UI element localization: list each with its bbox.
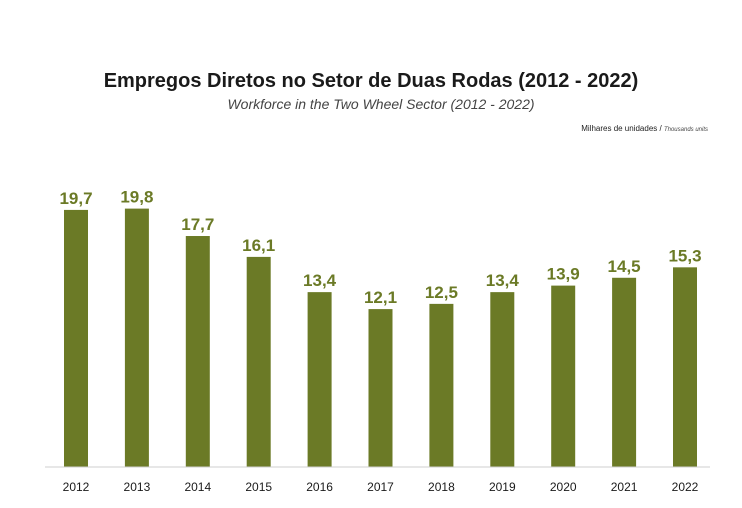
x-tick-label-2021: 2021 xyxy=(611,480,638,494)
x-tick-label-2018: 2018 xyxy=(428,480,455,494)
bar-2019 xyxy=(490,292,515,467)
value-label-2016: 13,4 xyxy=(303,271,337,290)
x-tick-label-2012: 2012 xyxy=(63,480,90,494)
x-tick-label-2019: 2019 xyxy=(489,480,516,494)
bar-2017 xyxy=(368,309,393,467)
bar-2016 xyxy=(307,292,332,467)
value-label-2022: 15,3 xyxy=(668,246,701,265)
x-tick-label-2015: 2015 xyxy=(245,480,272,494)
value-label-2015: 16,1 xyxy=(242,236,275,255)
value-label-2013: 19,8 xyxy=(120,188,153,207)
value-label-2018: 12,5 xyxy=(425,283,458,302)
x-tick-label-2013: 2013 xyxy=(124,480,151,494)
x-tick-label-2016: 2016 xyxy=(306,480,333,494)
chart-title: Empregos Diretos no Setor de Duas Rodas … xyxy=(103,70,639,92)
bar-2020 xyxy=(551,285,576,467)
labels-layer: 19,7 2012 19,8 2013 17,7 2014 16,1 2015 13,4 2016… xyxy=(59,188,701,494)
value-label-2012: 19,7 xyxy=(59,189,92,208)
bar-2021 xyxy=(612,277,637,467)
x-tick-label-2022: 2022 xyxy=(672,480,699,494)
chart-subtitle: Workforce in the Two Wheel Sector (2012 … xyxy=(227,96,535,112)
value-label-2021: 14,5 xyxy=(608,257,641,276)
bar-2013 xyxy=(124,208,149,468)
units-label-en: Thousands units xyxy=(663,127,708,133)
value-label-2017: 12,1 xyxy=(364,288,397,307)
bars-layer xyxy=(64,208,697,468)
x-tick-label-2017: 2017 xyxy=(367,480,394,494)
value-label-2014: 17,7 xyxy=(181,215,214,234)
value-label-2020: 13,9 xyxy=(547,265,580,284)
x-tick-label-2020: 2020 xyxy=(550,480,577,494)
units-label-pt: Milhares de unidades / xyxy=(581,124,662,133)
x-tick-label-2014: 2014 xyxy=(184,480,211,494)
bar-2012 xyxy=(64,209,88,468)
bar-2015 xyxy=(246,256,271,467)
bar-2022 xyxy=(673,267,697,467)
bar-2018 xyxy=(429,303,454,467)
value-label-2019: 13,4 xyxy=(486,271,520,290)
units-note: Milhares de unidades / Thousands units xyxy=(581,124,708,133)
bar-2014 xyxy=(185,236,210,467)
